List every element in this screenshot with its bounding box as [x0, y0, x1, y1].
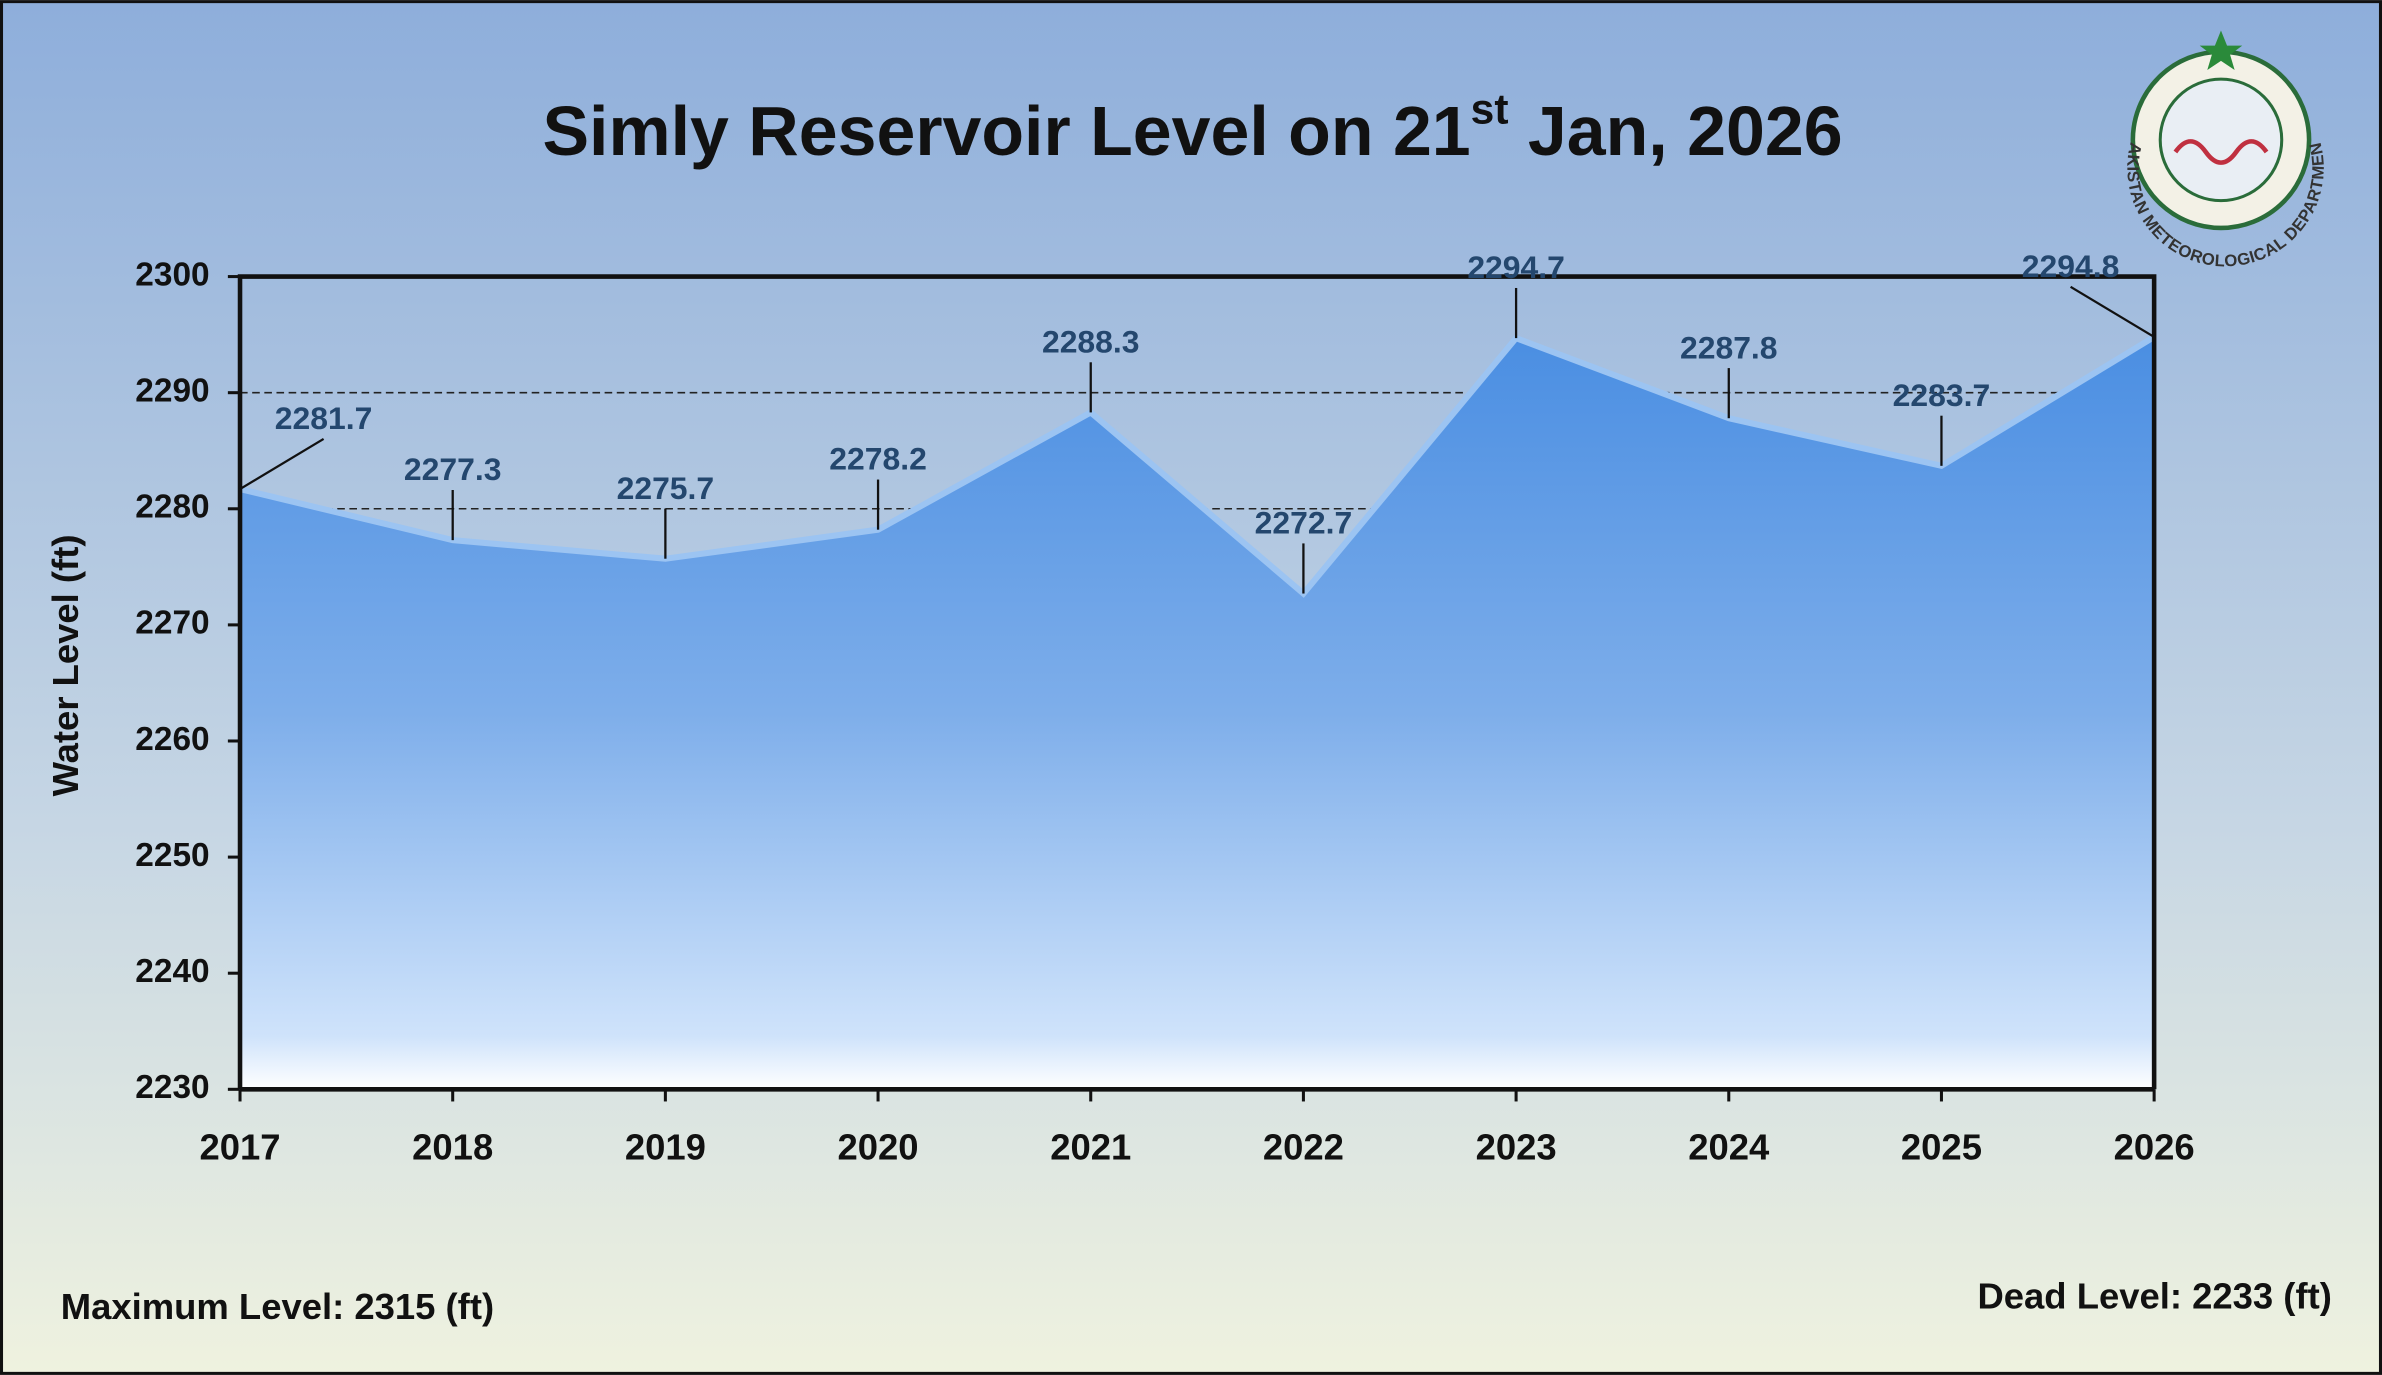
value-label: 2294.8: [2022, 248, 2120, 284]
y-tick-label: 2290: [135, 373, 209, 410]
title-part: Simly Reservoir Level on 21: [542, 92, 1470, 170]
value-label: 2275.7: [617, 470, 715, 506]
x-tick-label: 2020: [838, 1127, 919, 1168]
y-tick-label: 2280: [135, 489, 209, 526]
value-label: 2283.7: [1893, 377, 1991, 413]
x-tick-label: 2022: [1263, 1127, 1344, 1168]
y-tick-label: 2230: [135, 1069, 209, 1106]
plot-frame: [237, 274, 2157, 1090]
x-tick-label: 2025: [1901, 1127, 1982, 1168]
x-tick-label: 2023: [1476, 1127, 1557, 1168]
value-label: 2294.7: [1467, 249, 1565, 285]
x-tick-label: 2021: [1050, 1127, 1131, 1168]
value-label: 2278.2: [829, 441, 927, 477]
value-label: 2287.8: [1680, 329, 1778, 365]
logo-inner: [2158, 77, 2284, 203]
annotation: Maximum Level: 2315 (ft): [61, 1286, 494, 1327]
logo-wave: [2173, 139, 2269, 165]
value-label: 2277.3: [404, 451, 502, 487]
y-tick-label: 2260: [135, 721, 209, 758]
x-tick-label: 2017: [199, 1127, 280, 1168]
x-tick-label: 2018: [412, 1127, 493, 1168]
value-label: 2288.3: [1042, 323, 1140, 359]
chart-title: Simly Reservoir Level on 21st Jan, 2026: [542, 86, 1842, 171]
leader-line: [2069, 285, 2155, 338]
value-label: 2272.7: [1255, 505, 1353, 541]
y-axis-label: Water Level (ft): [45, 535, 86, 797]
y-tick-label: 2300: [135, 256, 209, 293]
logo-star: [2199, 30, 2243, 70]
value-label: 2281.7: [275, 400, 373, 436]
leader-line: [239, 437, 325, 491]
x-tick-label: 2024: [1688, 1127, 1770, 1168]
y-tick-label: 2240: [135, 953, 209, 990]
x-tick-label: 2026: [2114, 1127, 2195, 1168]
annotation: Dead Level: 2233 (ft): [1977, 1276, 2331, 1317]
x-tick-label: 2019: [625, 1127, 706, 1168]
area-edge: [239, 334, 2156, 598]
title-part: Jan, 2026: [1508, 92, 1842, 170]
y-tick-label: 2270: [135, 605, 209, 642]
title-superscript: st: [1471, 86, 1509, 134]
y-tick-label: 2250: [135, 837, 209, 874]
